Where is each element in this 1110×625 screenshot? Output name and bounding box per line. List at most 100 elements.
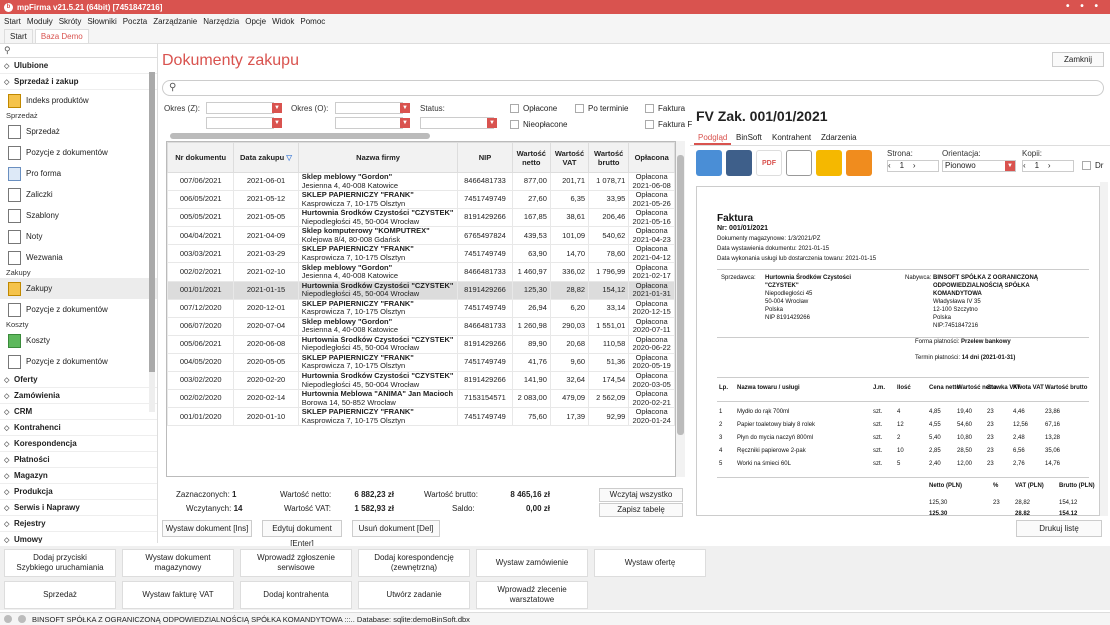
window-controls[interactable]: • • • (1065, 1, 1102, 12)
page-stepper[interactable]: ‹ 1 › (887, 160, 939, 172)
pin-icon[interactable] (816, 150, 842, 176)
quick-button-r2-2[interactable]: Dodaj kontrahenta (240, 581, 352, 609)
sidebar-item-zakupy_items-1[interactable]: Pozycje z dokumentów (0, 299, 157, 320)
quick-button-0[interactable]: Dodaj przyciski Szybkiego uruchamiania (4, 549, 116, 577)
chevron-down-icon[interactable]: ▼ (1005, 161, 1015, 171)
grid-scrollbar[interactable] (676, 141, 685, 477)
save-icon[interactable] (726, 150, 752, 176)
sidebar-item-sprzedaz_items-1[interactable]: Pozycje z dokumentów (0, 142, 157, 163)
sidebar-section-sprzedaz-zakup[interactable]: ◇ Sprzedaż i zakup (0, 74, 157, 90)
sidebar-item-sprzedaz_items-4[interactable]: Szablony (0, 205, 157, 226)
sidebar-section-0[interactable]: ◇ Oferty (0, 372, 157, 388)
chevron-down-icon[interactable]: ▼ (487, 118, 497, 128)
menu-item-7[interactable]: Opcje (245, 16, 267, 26)
sidebar-section-9[interactable]: ◇ Rejestry (0, 516, 157, 532)
load-all-button[interactable]: Wczytaj wszystko (599, 488, 683, 502)
table-row[interactable]: 003/02/2020 2020-02-20 Hurtownia Środków C… (167, 371, 675, 391)
chevron-down-icon[interactable]: ▼ (400, 118, 410, 128)
chevron-down-icon[interactable]: ▼ (272, 103, 282, 113)
sidebar-item-sprzedaz_items-3[interactable]: Zaliczki (0, 184, 157, 205)
quick-button-r2-1[interactable]: Wystaw fakturę VAT (122, 581, 234, 609)
close-button[interactable]: Zamknij (1052, 52, 1104, 67)
print-icon[interactable] (696, 150, 722, 176)
email-icon[interactable] (786, 150, 812, 176)
column-header[interactable]: Opłacona (628, 142, 675, 173)
save-table-button[interactable]: Zapisz tabelę (599, 503, 683, 517)
orientation-select[interactable]: Pionowo (942, 160, 1016, 172)
sidebar-section-7[interactable]: ◇ Produkcja (0, 484, 157, 500)
column-header[interactable]: Nr dokumentu (167, 142, 235, 173)
column-header[interactable]: NIP (457, 142, 513, 173)
edit-document-button[interactable]: Edytuj dokument [Enter] (262, 520, 342, 548)
column-header[interactable]: Wartość VAT (549, 142, 590, 173)
okres-o-to-input[interactable] (335, 117, 403, 129)
menu-item-1[interactable]: Moduły (26, 16, 53, 26)
menu-item-5[interactable]: Zarządzanie (153, 16, 198, 26)
table-row[interactable]: 006/05/2021 2021-05-12 SKLEP PAPIERNICZY "… (167, 190, 675, 210)
checkbox-nieoplacone[interactable]: Nieopłacone (510, 120, 567, 129)
copies-stepper[interactable]: ‹ 1 › (1022, 160, 1074, 172)
status-select[interactable] (420, 117, 494, 129)
menu-item-6[interactable]: Narzędzia (203, 16, 240, 26)
sidebar-section-3[interactable]: ◇ Kontrahenci (0, 420, 157, 436)
quick-button-r2-3[interactable]: Utwórz zadanie (358, 581, 470, 609)
table-row[interactable]: 004/05/2020 2020-05-05 SKLEP PAPIERNICZY "… (167, 352, 675, 373)
table-row[interactable]: 006/07/2020 2020-07-04 Sklep meblowy "Gord… (167, 316, 675, 336)
search-input[interactable]: ⚲ (162, 80, 1104, 96)
menu-item-3[interactable]: Słowniki (87, 16, 117, 26)
sidebar-section-10[interactable]: ◇ Umowy (0, 532, 157, 543)
sidebar-section-5[interactable]: ◇ Płatności (0, 452, 157, 468)
print-list-button[interactable]: Drukuj listę (1016, 520, 1102, 537)
column-header[interactable]: Wartość brutto (588, 142, 630, 173)
sidebar-item-sprzedaz_items-6[interactable]: Wezwania (0, 247, 157, 268)
sidebar-section-4[interactable]: ◇ Korespondencja (0, 436, 157, 452)
column-header[interactable]: Nazwa firmy (297, 142, 459, 173)
sidebar-item-sprzedaz_items-5[interactable]: Noty (0, 226, 157, 247)
tab-baza-demo[interactable]: Baza Demo (34, 29, 89, 43)
sidebar-scrollbar[interactable] (149, 72, 155, 412)
okres-z-to-input[interactable] (206, 117, 274, 129)
menu-item-8[interactable]: Widok (272, 16, 295, 26)
sidebar-section-8[interactable]: ◇ Serwis i Naprawy (0, 500, 157, 516)
menu-item-4[interactable]: Poczta (122, 16, 148, 26)
sidebar-section-1[interactable]: ◇ Zamówienia (0, 388, 157, 404)
quick-button-2[interactable]: Wprowadź zgłoszenie serwisowe (240, 549, 352, 577)
okres-z-from-input[interactable] (206, 102, 274, 114)
issue-document-button[interactable]: Wystaw dokument [Ins] (162, 520, 252, 537)
sidebar-item-indeks[interactable]: Indeks produktów (0, 90, 157, 111)
sidebar-item-koszty_items-1[interactable]: Pozycje z dokumentów (0, 351, 157, 372)
sidebar-section-6[interactable]: ◇ Magazyn (0, 468, 157, 484)
quick-button-3[interactable]: Dodaj korespondencję (zewnętrzną) (358, 549, 470, 577)
checkbox-dr[interactable]: Dr (1082, 161, 1103, 170)
checkbox-faktura-f[interactable]: Faktura F (645, 120, 692, 129)
tab-podglad[interactable]: Podgląd (694, 132, 732, 145)
quick-button-5[interactable]: Wystaw ofertę (594, 549, 706, 577)
sidebar-section-2[interactable]: ◇ CRM (0, 404, 157, 420)
sidebar-search[interactable]: ⚲ (0, 44, 157, 58)
scrollbar-thumb[interactable] (677, 155, 684, 435)
tab-kontrahent[interactable]: Kontrahent (772, 133, 812, 142)
table-row[interactable]: 005/06/2021 2020-06-08 Hurtownia Środków C… (167, 334, 675, 354)
sidebar-item-sprzedaz_items-2[interactable]: Pro forma (0, 163, 157, 184)
chevron-down-icon[interactable]: ▼ (400, 103, 410, 113)
checkbox-oplacone[interactable]: Opłacone (510, 104, 557, 113)
preview-scrollbar[interactable] (1100, 182, 1108, 516)
column-header[interactable]: Data zakupu ▽ (233, 142, 299, 173)
table-row[interactable]: 001/01/2021 2021-01-15 Hurtownia Środków C… (167, 280, 675, 300)
table-row[interactable]: 004/04/2021 2021-04-09 Sklep komputerowy "… (167, 226, 675, 246)
sidebar-item-zakupy_items-0[interactable]: Zakupy (0, 278, 157, 299)
quick-button-4[interactable]: Wystaw zamówienie (476, 549, 588, 577)
table-row[interactable]: 005/05/2021 2021-05-05 Hurtownia Środków C… (167, 208, 675, 228)
sidebar-section-ulubione[interactable]: ◇ Ulubione (0, 58, 157, 74)
table-row[interactable]: 007/06/2021 2021-06-01 Sklep meblowy "Gord… (167, 171, 675, 192)
menu-item-9[interactable]: Pomoc (300, 16, 326, 26)
tab-binsoft[interactable]: BinSoft (736, 133, 762, 142)
quick-button-r2-4[interactable]: Wprowadź zlecenie warsztatowe (476, 581, 588, 609)
quick-button-r2-0[interactable]: Sprzedaż (4, 581, 116, 609)
quick-button-1[interactable]: Wystaw dokument magazynowy (122, 549, 234, 577)
menu-item-0[interactable]: Start (4, 16, 21, 26)
table-row[interactable]: 007/12/2020 2020-12-01 SKLEP PAPIERNICZY "… (167, 298, 675, 318)
package-icon[interactable] (846, 150, 872, 176)
sidebar-item-sprzedaz_items-0[interactable]: Sprzedaż (0, 121, 157, 142)
tab-zdarzenia[interactable]: Zdarzenia (821, 133, 857, 142)
